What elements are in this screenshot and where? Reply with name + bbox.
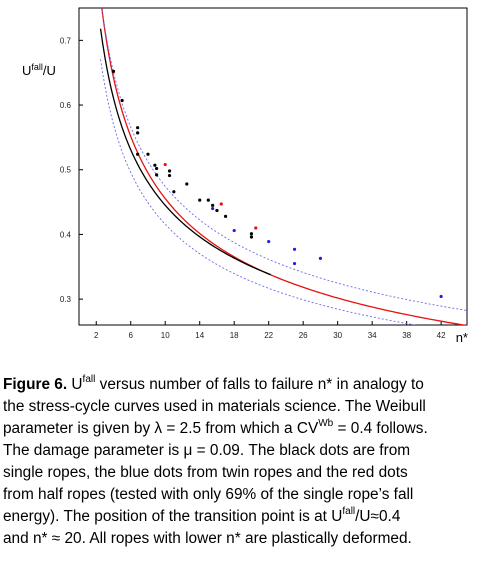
blue-lower-bound-curve [100, 59, 418, 325]
data-point [198, 198, 202, 202]
caption-superscript: fall [82, 373, 96, 385]
data-point [206, 198, 210, 202]
data-point [136, 131, 140, 135]
caption-superscript: fall [342, 505, 356, 517]
x-tick-label: 2 [94, 331, 99, 340]
caption-line: energy). The position of the transition … [3, 506, 495, 528]
y-tick-label: 0.7 [60, 36, 72, 45]
caption-text: versus number of falls to failure n* in … [95, 376, 424, 393]
caption-text: = 0.4 follows. [333, 420, 428, 437]
x-tick-label: 34 [368, 331, 377, 340]
x-axis-title: n* [456, 330, 468, 345]
y-tick-label: 0.6 [60, 101, 72, 110]
data-point [219, 202, 223, 206]
data-point [292, 247, 297, 251]
data-point [172, 190, 176, 194]
x-tick-label: 10 [161, 331, 170, 340]
data-point [232, 228, 236, 233]
data-point [211, 206, 215, 211]
black-model-curve [99, 28, 272, 276]
x-axis-ticks: 2 6 10 14 18 22 26 30 34 38 42 [94, 321, 446, 340]
x-tick-label: 14 [195, 331, 204, 340]
red-model-curve [101, 8, 467, 325]
caption-line: the stress-cycle curves used in material… [3, 398, 426, 415]
data-point [153, 163, 157, 167]
data-points [111, 69, 443, 299]
data-point [215, 208, 219, 213]
data-point [136, 152, 140, 156]
x-tick-label: 38 [402, 331, 411, 340]
caption-line: The damage parameter is μ = 0.09. The bl… [3, 442, 411, 459]
y-tick-label: 0.3 [60, 295, 72, 304]
caption-line: and n* ≈ 20. All ropes with lower n* are… [3, 530, 412, 547]
caption-text: /U≈0.4 [355, 508, 401, 525]
x-tick-label: 22 [264, 331, 273, 340]
x-tick-label: 18 [230, 331, 239, 340]
x-tick-label: 42 [437, 331, 446, 340]
data-point [439, 294, 443, 299]
data-point [155, 166, 159, 171]
y-axis-title: Ufall/U [22, 62, 56, 78]
data-point [120, 98, 124, 103]
figure-caption: Figure 6. Ufall versus number of falls t… [3, 374, 495, 550]
caption-line: single ropes, the blue dots from twin ro… [3, 464, 408, 481]
data-point [249, 232, 254, 236]
caption-line: from half ropes (tested with only 69% of… [3, 486, 414, 503]
caption-superscript: Wb [318, 417, 334, 429]
data-point [267, 239, 271, 244]
model-curves [99, 8, 467, 325]
caption-line: parameter is given by λ = 2.5 from which… [3, 418, 495, 440]
chart: 0.30.40.50.60.7 2 6 10 14 18 22 26 30 34 38 42 Ufa… [22, 7, 468, 345]
data-point [167, 169, 172, 173]
caption-text: U [67, 376, 83, 393]
data-point [211, 203, 215, 207]
y-axis-ticks: 0.3 0.4 0.5 0.6 0.7 [60, 36, 83, 304]
caption-text: energy). The position of the transition … [3, 508, 343, 525]
data-point [136, 126, 140, 130]
y-tick-label: 0.5 [60, 166, 72, 175]
data-point [292, 261, 297, 266]
data-point [111, 69, 116, 73]
data-point [146, 152, 150, 156]
figure-label: Figure 6. [3, 376, 68, 393]
data-point [318, 256, 323, 260]
y-tick-label: 0.4 [60, 230, 72, 239]
data-point [185, 182, 189, 186]
x-tick-label: 6 [129, 331, 134, 340]
x-tick-label: 26 [299, 331, 308, 340]
caption-line: Figure 6. Ufall versus number of falls t… [3, 374, 495, 396]
x-tick-label: 30 [333, 331, 342, 340]
data-point [223, 214, 228, 218]
data-point [254, 226, 258, 230]
data-point [163, 162, 167, 167]
blue-upper-bound-curve [101, 8, 467, 311]
data-point [155, 173, 159, 177]
data-point [249, 235, 254, 239]
data-point [167, 173, 172, 178]
caption-text: parameter is given by λ = 2.5 from which… [3, 420, 319, 437]
plot-frame [78, 7, 468, 326]
